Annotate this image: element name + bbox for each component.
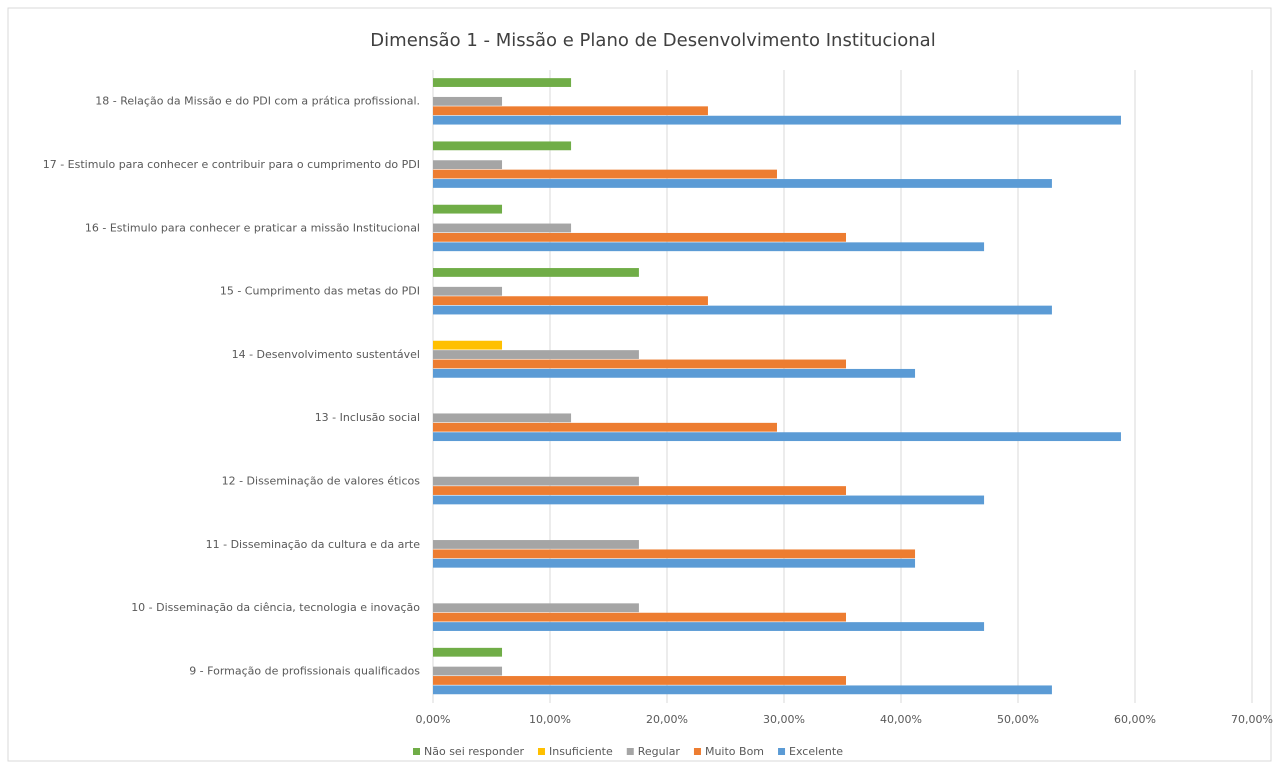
bar — [433, 603, 639, 613]
bar — [433, 160, 503, 170]
bar — [433, 296, 708, 306]
bar — [433, 666, 503, 676]
legend-label: Insuficiente — [549, 745, 613, 758]
y-tick-label: 18 - Relação da Missão e do PDI com a pr… — [95, 95, 420, 108]
bar — [433, 422, 777, 432]
legend-swatch — [413, 748, 420, 755]
bar — [433, 350, 639, 359]
x-tick-label: 10,00% — [529, 713, 571, 726]
y-tick-label: 17 - Estimulo para conhecer e contribuir… — [43, 158, 420, 171]
y-tick-label: 10 - Disseminação da ciência, tecnologia… — [131, 601, 420, 614]
bar — [433, 612, 847, 622]
legend-label: Não sei responder — [424, 745, 524, 758]
x-tick-label: 30,00% — [763, 713, 805, 726]
y-tick-label: 14 - Desenvolvimento sustentável — [232, 348, 420, 361]
legend-label: Excelente — [789, 745, 843, 758]
bar — [433, 204, 503, 214]
y-tick-label: 13 - Inclusão social — [315, 411, 420, 424]
x-tick-label: 60,00% — [1114, 713, 1156, 726]
chart-frame — [7, 7, 1272, 762]
bar — [433, 305, 1052, 315]
bar — [433, 179, 1052, 188]
y-tick-label: 11 - Disseminação da cultura e da arte — [206, 538, 421, 551]
legend-label: Regular — [638, 745, 681, 758]
chart-title: Dimensão 1 - Missão e Plano de Desenvolv… — [370, 30, 935, 51]
bar — [433, 676, 847, 685]
legend-swatch — [693, 748, 701, 755]
bar — [433, 242, 985, 252]
bar — [433, 359, 847, 369]
bar — [433, 169, 777, 179]
bar — [433, 558, 916, 568]
x-tick-label: 70,00% — [1231, 713, 1273, 726]
bar — [433, 413, 572, 423]
bar — [433, 486, 847, 495]
bar — [433, 647, 503, 657]
x-tick-label: 20,00% — [646, 713, 688, 726]
bar — [433, 115, 1121, 125]
y-tick-label: 16 - Estimulo para conhecer e praticar a… — [85, 221, 420, 234]
legend-swatch — [626, 748, 634, 755]
y-tick-label: 15 - Cumprimento das metas do PDI — [220, 285, 420, 298]
bar — [433, 223, 572, 233]
bar — [433, 268, 639, 277]
bar — [433, 232, 847, 242]
bar — [433, 368, 916, 378]
y-tick-label: 12 - Disseminação de valores éticos — [222, 474, 421, 487]
bar — [433, 96, 503, 106]
bar — [433, 286, 503, 296]
legend-swatch — [537, 748, 545, 755]
bar — [433, 432, 1121, 442]
bar — [433, 106, 708, 116]
bar — [433, 549, 916, 559]
legend-swatch — [778, 748, 786, 755]
bar — [433, 78, 572, 87]
bar — [433, 685, 1052, 695]
bar — [433, 540, 639, 549]
x-tick-label: 0,00% — [416, 713, 451, 726]
bar — [433, 141, 572, 151]
y-tick-label: 9 - Formação de profissionais qualificad… — [189, 664, 420, 677]
x-tick-label: 50,00% — [997, 713, 1039, 726]
legend-label: Muito Bom — [705, 745, 764, 758]
bar — [433, 622, 985, 631]
bar — [433, 495, 985, 505]
bar — [433, 476, 639, 486]
bar — [433, 340, 503, 350]
x-tick-label: 40,00% — [880, 713, 922, 726]
